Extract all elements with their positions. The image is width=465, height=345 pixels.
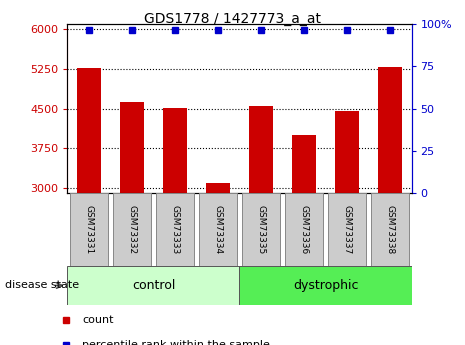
- Bar: [199, 193, 237, 266]
- Bar: [378, 68, 402, 345]
- Bar: [113, 193, 151, 266]
- Text: GSM73332: GSM73332: [127, 205, 136, 254]
- Bar: [249, 106, 273, 345]
- Bar: [120, 102, 144, 345]
- Bar: [371, 193, 409, 266]
- Text: GSM73337: GSM73337: [343, 205, 352, 254]
- Text: control: control: [132, 279, 175, 292]
- Bar: [206, 183, 230, 345]
- Text: GDS1778 / 1427773_a_at: GDS1778 / 1427773_a_at: [144, 12, 321, 26]
- Bar: [67, 266, 239, 305]
- Text: GSM73331: GSM73331: [85, 205, 93, 254]
- Text: GSM73333: GSM73333: [171, 205, 179, 254]
- Bar: [70, 193, 108, 266]
- Text: count: count: [82, 315, 113, 325]
- Text: GSM73335: GSM73335: [257, 205, 266, 254]
- Bar: [292, 135, 316, 345]
- Bar: [156, 193, 194, 266]
- Bar: [242, 193, 280, 266]
- Text: GSM73338: GSM73338: [385, 205, 394, 254]
- Text: GSM73334: GSM73334: [213, 205, 222, 254]
- Bar: [163, 108, 187, 345]
- Text: percentile rank within the sample: percentile rank within the sample: [82, 341, 270, 345]
- Bar: [239, 266, 412, 305]
- Bar: [335, 111, 359, 345]
- Text: disease state: disease state: [5, 280, 79, 290]
- Bar: [285, 193, 323, 266]
- Bar: [77, 68, 101, 345]
- Text: GSM73336: GSM73336: [299, 205, 308, 254]
- Text: dystrophic: dystrophic: [293, 279, 358, 292]
- Bar: [328, 193, 366, 266]
